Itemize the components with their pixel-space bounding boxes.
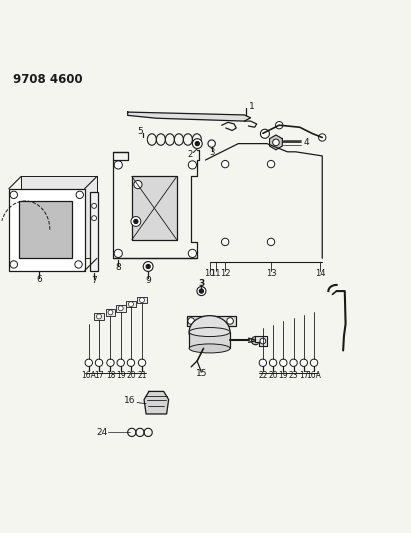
Circle shape [97, 314, 102, 319]
Text: 9708 4600: 9708 4600 [13, 73, 83, 86]
Circle shape [10, 191, 18, 198]
Text: 1: 1 [249, 102, 254, 111]
Text: 16A: 16A [81, 372, 96, 381]
Circle shape [275, 122, 283, 129]
Ellipse shape [189, 316, 230, 349]
Text: 19: 19 [279, 372, 288, 381]
Bar [19, 201, 72, 259]
Text: 10: 10 [204, 269, 215, 278]
Circle shape [222, 238, 229, 246]
Bar [21, 176, 97, 259]
Circle shape [129, 302, 134, 306]
Bar [189, 332, 230, 349]
Circle shape [300, 359, 307, 367]
Circle shape [92, 216, 97, 221]
Text: 19: 19 [116, 372, 125, 381]
Text: 16A: 16A [307, 372, 321, 381]
Text: 3: 3 [209, 148, 214, 157]
Bar [126, 301, 136, 308]
Text: 24: 24 [96, 428, 107, 437]
Circle shape [188, 161, 196, 169]
Circle shape [10, 261, 18, 268]
Text: 4: 4 [304, 138, 309, 147]
Circle shape [310, 359, 318, 367]
Bar [9, 189, 85, 271]
Circle shape [114, 249, 122, 257]
Text: 13: 13 [266, 269, 276, 278]
Circle shape [227, 318, 233, 324]
Bar [116, 305, 126, 312]
Text: 21: 21 [137, 372, 147, 381]
Text: 15: 15 [196, 369, 207, 378]
Circle shape [195, 142, 199, 146]
Text: 7: 7 [91, 276, 97, 285]
Circle shape [208, 140, 215, 147]
Text: 2: 2 [188, 150, 193, 159]
Circle shape [107, 359, 114, 367]
Text: 22: 22 [258, 372, 268, 381]
Circle shape [267, 160, 275, 168]
Bar [90, 191, 98, 271]
Polygon shape [144, 391, 169, 414]
Circle shape [267, 238, 275, 246]
Circle shape [269, 359, 277, 367]
Circle shape [95, 359, 103, 367]
Circle shape [222, 160, 229, 168]
Circle shape [199, 289, 203, 293]
Bar [132, 176, 177, 240]
Circle shape [85, 359, 92, 367]
Circle shape [188, 249, 196, 257]
Circle shape [261, 130, 269, 138]
Circle shape [290, 359, 297, 367]
Text: 8: 8 [115, 263, 121, 272]
Circle shape [140, 297, 145, 303]
Text: 20: 20 [268, 372, 278, 381]
Circle shape [272, 139, 279, 146]
Circle shape [134, 181, 142, 189]
Circle shape [75, 261, 82, 268]
Text: 20: 20 [126, 372, 136, 381]
Ellipse shape [189, 328, 230, 336]
Circle shape [76, 191, 83, 198]
Text: 3: 3 [198, 279, 205, 288]
Text: 23: 23 [289, 372, 298, 381]
Ellipse shape [189, 344, 230, 353]
Text: 17: 17 [299, 372, 309, 381]
Circle shape [146, 264, 150, 269]
Polygon shape [128, 112, 251, 121]
Circle shape [192, 139, 202, 149]
Text: 5: 5 [138, 127, 143, 136]
Circle shape [139, 359, 145, 367]
Text: 12: 12 [220, 269, 231, 278]
Circle shape [188, 318, 194, 324]
Circle shape [108, 310, 113, 315]
Circle shape [92, 204, 97, 208]
Circle shape [319, 134, 326, 141]
Circle shape [260, 338, 266, 344]
Bar [137, 297, 147, 303]
Bar [187, 316, 236, 326]
Text: 17: 17 [94, 372, 104, 381]
Text: 18: 18 [106, 372, 115, 381]
Circle shape [118, 306, 123, 311]
Text: 11: 11 [210, 269, 221, 278]
Polygon shape [270, 135, 282, 150]
Polygon shape [255, 336, 267, 346]
Circle shape [279, 359, 287, 367]
Circle shape [134, 220, 138, 223]
Text: 9: 9 [145, 276, 151, 285]
Circle shape [252, 336, 260, 345]
Circle shape [197, 287, 206, 296]
Circle shape [114, 161, 122, 169]
Circle shape [143, 262, 153, 271]
Circle shape [117, 359, 125, 367]
Circle shape [127, 359, 135, 367]
Bar [106, 309, 115, 316]
Circle shape [131, 216, 141, 227]
Text: 6: 6 [36, 275, 42, 284]
Circle shape [259, 359, 266, 367]
Bar [94, 313, 104, 320]
Text: 14: 14 [315, 269, 326, 278]
Text: 16: 16 [125, 397, 136, 406]
